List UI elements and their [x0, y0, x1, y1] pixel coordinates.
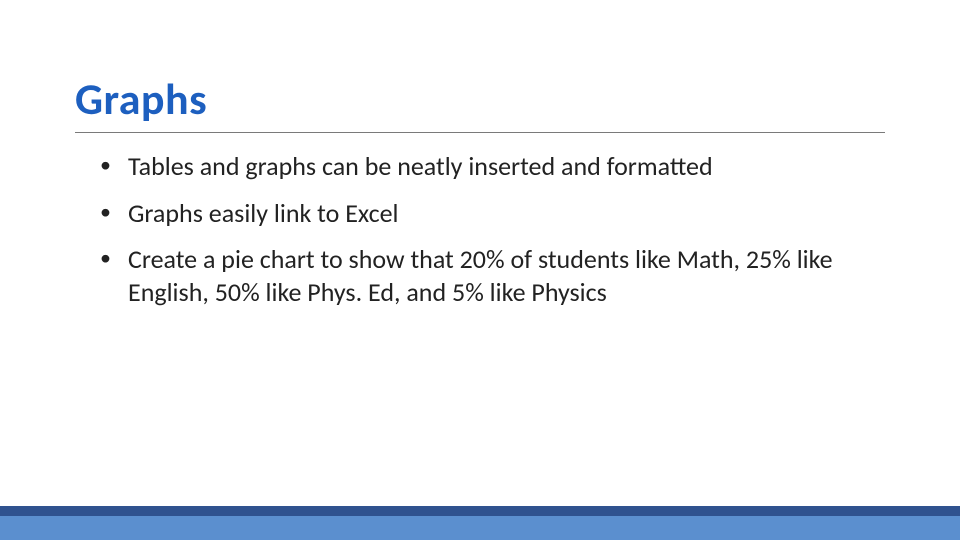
title-block: Graphs [75, 72, 885, 133]
bullet-text: Tables and graphs can be neatly inserted… [128, 150, 713, 182]
bullet-text: Graphs easily link to Excel [128, 197, 399, 229]
title-underline [75, 132, 885, 133]
footer-light-band [0, 516, 960, 540]
footer-bar [0, 506, 960, 540]
bullet-list: Tables and graphs can be neatly inserted… [100, 150, 890, 322]
slide-title: Graphs [75, 72, 885, 130]
bullet-item: Graphs easily link to Excel [100, 197, 890, 230]
footer-dark-band [0, 506, 960, 516]
slide: Graphs Tables and graphs can be neatly i… [0, 0, 960, 540]
bullet-item: Tables and graphs can be neatly inserted… [100, 150, 890, 183]
bullet-text: Create a pie chart to show that 20% of s… [128, 243, 833, 308]
bullet-item: Create a pie chart to show that 20% of s… [100, 243, 890, 308]
